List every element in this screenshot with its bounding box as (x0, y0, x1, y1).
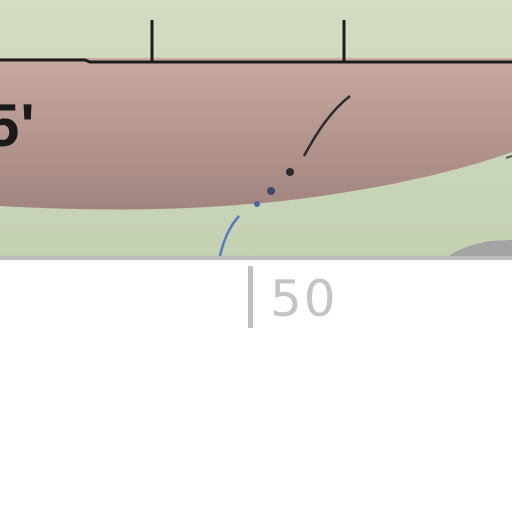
boundary-line (0, 58, 512, 64)
map-frame-edge (0, 256, 512, 260)
scale-area: 50 (0, 260, 512, 512)
edge-mark (505, 155, 512, 159)
scale-tick (248, 266, 253, 328)
trail-line (302, 95, 351, 157)
contour-label: 5' (0, 92, 36, 159)
map-panel: 5' (0, 0, 512, 258)
map-illustration (0, 0, 512, 258)
terrain-shape (446, 240, 512, 258)
contour-band (0, 58, 512, 210)
trail-point (254, 201, 260, 207)
trail-line-blue (218, 215, 240, 257)
trail-point (286, 168, 294, 176)
scale-label: 50 (270, 270, 338, 328)
trail-point (267, 187, 275, 195)
